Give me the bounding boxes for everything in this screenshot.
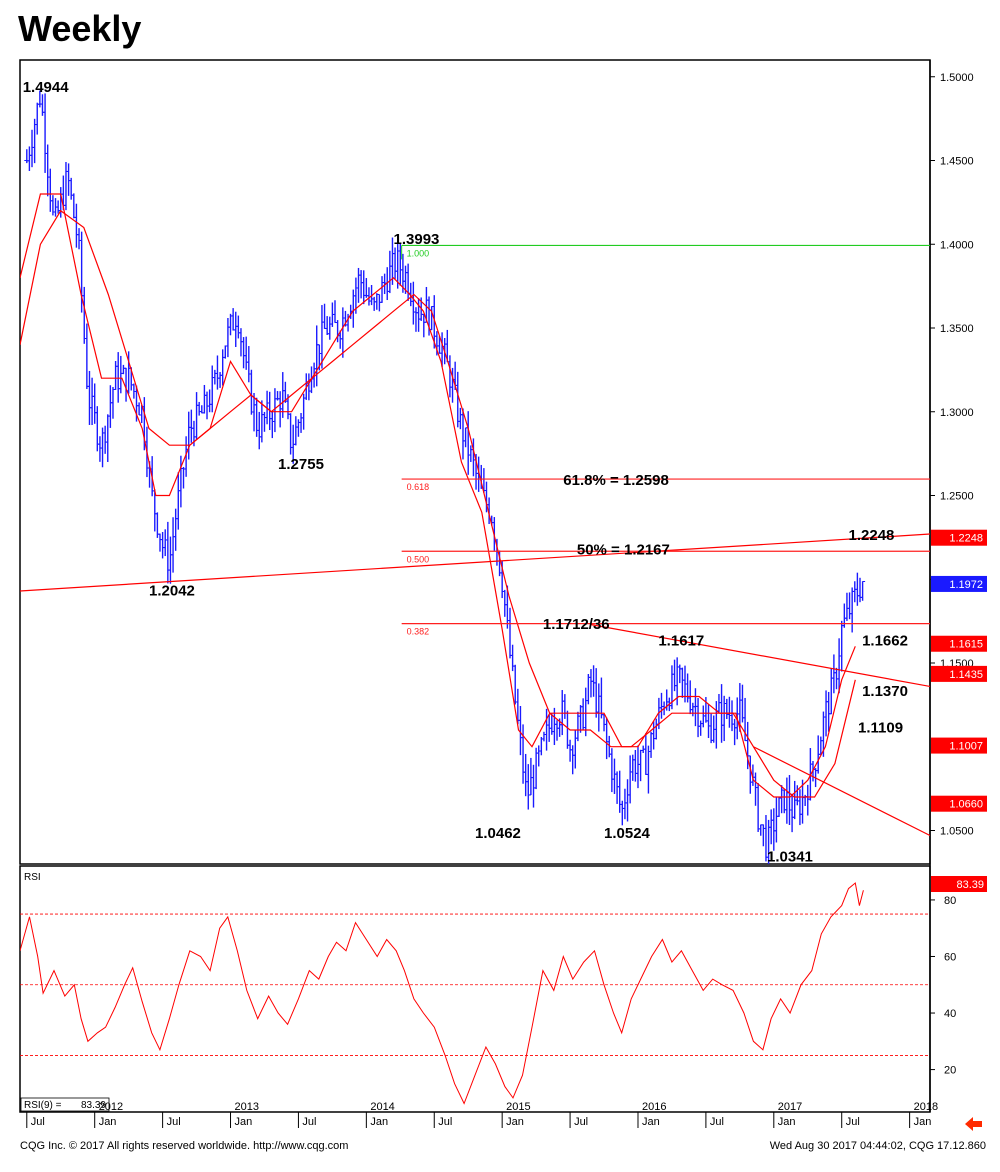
time-axis-year-label: 2013 [235, 1101, 259, 1113]
time-axis-month-label: Jan [506, 1116, 524, 1128]
fib-ratio-label: 1.000 [407, 248, 430, 258]
price-tag-text: 1.1435 [949, 669, 983, 681]
price-axis-label: 1.3500 [940, 323, 974, 335]
time-axis-month-label: Jul [710, 1116, 724, 1128]
price-annotation: 1.0462 [475, 825, 521, 842]
price-axis: 1.50001.45001.40001.35001.30001.25001.20… [930, 72, 974, 838]
price-tag [931, 575, 987, 592]
rsi-axis: 80 60 40 20 [930, 895, 956, 1077]
trendline [753, 746, 930, 837]
price-tags: 1.2248 1.1972 1.1615 1.1435 1.1007 1.0660 [931, 529, 987, 812]
price-annotation: 50% = 1.2167 [577, 541, 670, 558]
footer-copyright: CQG Inc. © 2017 All rights reserved worl… [20, 1140, 349, 1152]
price-annotation: 1.1662 [862, 633, 908, 650]
fib-ratio-label: 0.382 [407, 627, 430, 637]
time-axis-month-label: Jul [31, 1116, 45, 1128]
moving-average-slow [20, 209, 856, 798]
price-tag-text: 1.1615 [949, 639, 983, 651]
time-axis-year-label: 2015 [506, 1101, 530, 1113]
price-tag [931, 737, 987, 754]
rsi-current-tag [931, 876, 987, 892]
rsi-current-tag-text: 83.39 [956, 879, 984, 891]
price-annotation: 1.0341 [767, 849, 813, 866]
time-axis-month-label: Jan [778, 1116, 796, 1128]
price-tag [931, 795, 987, 812]
time-axis-month-label: Jul [302, 1116, 316, 1128]
time-axis-year-label: 2016 [642, 1101, 666, 1113]
ohlc-bars [24, 90, 866, 864]
fibonacci-levels: 1.000 0.618 0.500 0.382 [401, 244, 930, 637]
rsi-readout-value: 83.39 [81, 1100, 106, 1111]
rsi-line [20, 882, 864, 1105]
price-axis-label: 1.3000 [940, 407, 974, 419]
time-axis-month-label: Jan [642, 1116, 660, 1128]
time-axis-year-label: 2014 [370, 1101, 394, 1113]
time-axis-month-label: Jan [235, 1116, 253, 1128]
fib-ratio-label: 0.618 [407, 482, 430, 492]
footer-timestamp: Wed Aug 30 2017 04:44:02, CQG 17.12.860 [769, 1140, 986, 1152]
main-panel-frame [19, 59, 931, 865]
price-annotation: 1.1617 [658, 633, 704, 650]
price-tag-text: 1.1972 [949, 579, 983, 591]
price-axis-label: 1.0500 [940, 826, 974, 838]
price-annotation: 1.3993 [394, 231, 440, 248]
price-tag [931, 635, 987, 652]
time-axis-month-label: Jan [370, 1116, 388, 1128]
time-axis-month-label: Jul [167, 1116, 181, 1128]
price-annotation: 1.0524 [604, 825, 651, 842]
price-axis-label: 1.4500 [940, 156, 974, 168]
time-axis-month-label: Jan [914, 1116, 932, 1128]
time-axis-year-label: 2012 [99, 1101, 123, 1113]
price-annotation: 1.1712/36 [543, 616, 610, 633]
rsi-axis-label: 40 [944, 1008, 956, 1020]
price-annotations: 1.4944 1.3993 1.2755 1.2042 61.8% = 1.2598 50… [23, 79, 908, 865]
rsi-readout-box [20, 1097, 110, 1112]
price-tag-text: 1.2248 [949, 533, 983, 545]
time-axis-month-label: Jan [99, 1116, 117, 1128]
left-arrow-icon[interactable] [965, 1117, 982, 1131]
time-axis-year-label: 2017 [778, 1101, 802, 1113]
rsi-series [20, 882, 930, 1105]
price-tag [931, 529, 987, 546]
time-axis-month-label: Jul [574, 1116, 588, 1128]
price-annotation: 61.8% = 1.2598 [563, 472, 669, 489]
page-title: Weekly [18, 8, 142, 49]
price-annotation: 1.2248 [849, 527, 895, 544]
rsi-axis-label: 20 [944, 1065, 956, 1077]
price-annotation: 1.1109 [858, 720, 903, 737]
price-annotation: 1.2042 [149, 582, 195, 599]
time-axis-month-label: Jul [846, 1116, 860, 1128]
price-annotation: 1.1370 [862, 683, 908, 700]
trendline [590, 623, 930, 688]
rsi-axis-label: 60 [944, 951, 956, 963]
price-annotation: 1.2755 [278, 456, 324, 473]
price-tag [931, 665, 987, 682]
time-axis: Jul Jan Jul Jan Jul Jan Jul Jan Jul Jan Jul Jan Jul J… [26, 1101, 938, 1128]
price-axis-label: 1.5000 [940, 72, 974, 84]
trendlines [20, 533, 930, 837]
fib-ratio-label: 0.500 [407, 554, 430, 564]
price-annotation: 1.4944 [23, 79, 70, 96]
trendline [20, 533, 930, 592]
rsi-axis-label: 80 [944, 895, 956, 907]
rsi-panel-title: RSI [24, 872, 41, 883]
price-axis-label: 1.4000 [940, 239, 974, 251]
price-tag-text: 1.1007 [949, 741, 983, 753]
rsi-readout-label: RSI(9) = [24, 1100, 62, 1111]
price-tag-text: 1.0660 [949, 799, 983, 811]
moving-averages [20, 193, 856, 798]
time-axis-month-label: Jul [438, 1116, 452, 1128]
time-axis-year-label: 2018 [914, 1101, 938, 1113]
price-axis-label: 1.2500 [940, 491, 974, 503]
